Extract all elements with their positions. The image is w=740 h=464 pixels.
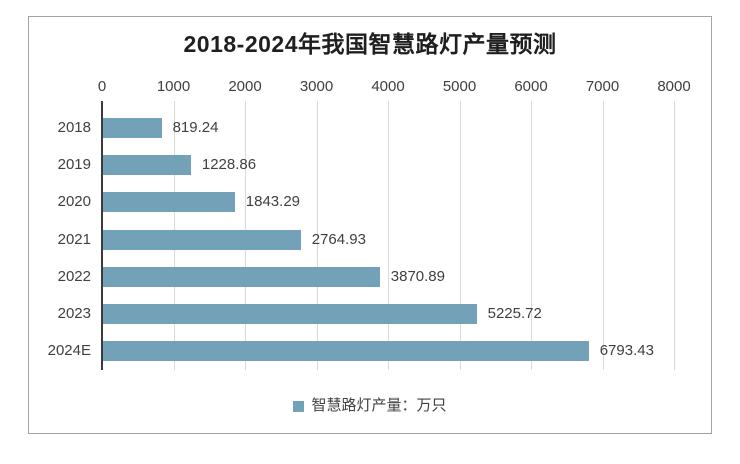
x-tick-label: 8000	[657, 78, 691, 95]
category-label: 2018	[57, 118, 91, 136]
category-label: 2022	[57, 267, 91, 285]
category-label: 2021	[57, 230, 91, 248]
x-tick-label: 7000	[585, 78, 620, 95]
plot-area: 0 1000 2000 3000 4000 5000 6000 7000 8000 2018 819…	[29, 17, 711, 433]
gridline	[388, 101, 389, 370]
bar-2020	[103, 192, 235, 213]
chart-frame: 2018-2024年我国智慧路灯产量预测 0 1000 2000 3000 4000 50…	[28, 16, 712, 434]
gridline	[459, 101, 461, 370]
bar-2024E	[103, 341, 589, 362]
bar-2023	[103, 304, 477, 325]
legend-label: 智慧路灯产量：万只	[311, 397, 447, 414]
value-label: 6793.43	[599, 342, 654, 360]
bar-2022	[103, 266, 380, 287]
x-tick-label: 2000	[228, 78, 262, 95]
x-tick-label: 4000	[371, 78, 405, 95]
x-tick-label: 0	[97, 78, 107, 95]
value-label: 819.24	[172, 118, 219, 136]
x-tick-label: 5000	[442, 78, 477, 95]
gridline	[602, 101, 604, 370]
y-axis-line	[101, 101, 103, 370]
value-label: 1843.29	[245, 193, 301, 211]
value-label: 3870.89	[390, 267, 445, 285]
x-tick-label: 1000	[156, 78, 191, 95]
bar-2021	[103, 229, 301, 250]
value-label: 1228.86	[201, 155, 257, 173]
value-label: 2764.93	[311, 230, 366, 248]
bar-2019	[103, 154, 191, 175]
category-label: 2020	[57, 193, 91, 211]
category-label: 2023	[57, 305, 91, 323]
gridline	[674, 101, 675, 370]
value-label: 5225.72	[487, 305, 542, 323]
legend-marker-icon	[293, 400, 305, 412]
category-label: 2024E	[47, 342, 91, 360]
x-tick-label: 6000	[514, 78, 548, 95]
chart-title: 2018-2024年我国智慧路灯产量预测	[183, 31, 557, 57]
gridline	[531, 101, 532, 370]
x-tick-label: 3000	[299, 78, 334, 95]
bar-2018	[103, 117, 162, 138]
category-label: 2019	[57, 155, 91, 173]
gridline	[316, 101, 318, 370]
legend: 智慧路灯产量：万只	[29, 395, 711, 417]
